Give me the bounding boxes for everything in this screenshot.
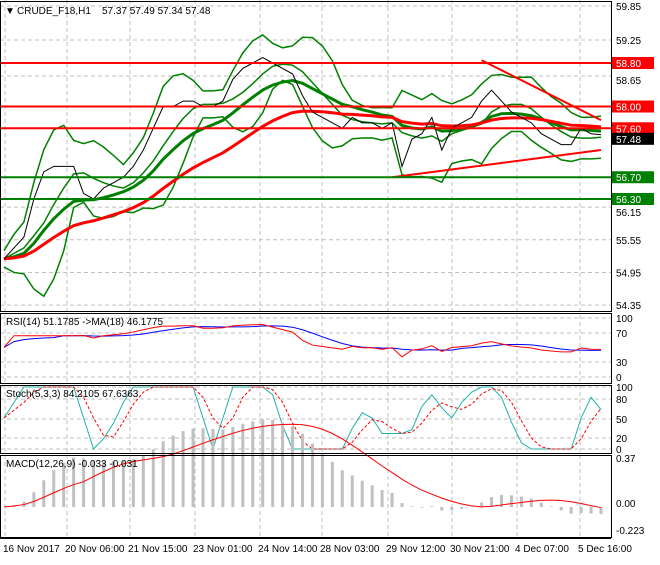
rsi-tick-label: 100 (616, 314, 633, 325)
rsi-tick-label: 30 (616, 358, 628, 369)
price-tick-label: 54.35 (616, 301, 641, 312)
macd-tick-label: 0.37 (616, 454, 636, 465)
rsi-line (3, 323, 602, 358)
level-label: 58.00 (616, 103, 641, 114)
level-badge (612, 100, 654, 113)
stoch-tick-label: 80 (616, 395, 628, 406)
grid (0, 0, 611, 537)
time-tick-label: 16 Nov 2017 (3, 544, 60, 555)
macd-signal-line (3, 423, 602, 509)
level-label: 56.70 (616, 173, 641, 184)
price-tick-label: 55.55 (616, 236, 641, 247)
time-tick-label: 20 Nov 06:00 (65, 544, 125, 555)
panel-frame (0, 385, 612, 454)
macd-tick-label: -0.223 (616, 526, 645, 537)
ma-slow-line (3, 109, 602, 261)
symbol-label: CRUDE_F18,H1 (17, 6, 91, 17)
panel-frame (0, 1, 612, 312)
time-tick-label: 23 Nov 01:00 (193, 544, 253, 555)
time-tick-label: 24 Nov 14:00 (258, 544, 318, 555)
rsi-panel (3, 323, 602, 358)
stoch-tick-label: 0 (616, 445, 622, 456)
price-tick-label: 54.95 (616, 268, 641, 279)
rsi-tick-label: 0 (616, 373, 622, 384)
trendline (391, 149, 602, 179)
stoch-tick-label: 50 (616, 415, 628, 426)
rsi-title: RSI(14) 51.1785 ->MA(18) 46.1775 (6, 317, 163, 328)
time-tick-label: 28 Nov 03:00 (320, 544, 380, 555)
time-tick-label: 5 Dec 16:00 (578, 544, 632, 555)
macd-tick-label: 0.00 (616, 499, 636, 510)
axes: 16 Nov 2017 20 Nov 06:00 21 Nov 15:00 23 No… (0, 1, 654, 555)
level-label: 56.30 (616, 195, 641, 206)
time-tick-label: 4 Dec 07:00 (515, 544, 569, 555)
rsi-tick-label: 70 (616, 329, 628, 340)
level-badge (612, 171, 654, 184)
trendline (481, 59, 602, 122)
time-tick-label: 30 Nov 21:00 (450, 544, 510, 555)
price-tick-label: 59.85 (616, 2, 641, 13)
stoch-tick-label: 100 (616, 383, 633, 394)
price-tick-label: 58.65 (616, 76, 641, 87)
time-tick-label: 29 Nov 12:00 (386, 544, 446, 555)
price-tick-label: 59.25 (616, 36, 641, 47)
time-tick-label: 21 Nov 15:00 (128, 544, 188, 555)
ohlc-values: 57.37 57.49 57.34 57.48 (102, 6, 211, 17)
macd-title: MACD(12,26,9) -0.033 -0.031 (6, 459, 138, 470)
current-price-label: 57.48 (616, 135, 641, 146)
panel-frame (0, 455, 612, 538)
price-panel (0, 34, 611, 298)
level-badge (612, 193, 654, 205)
panel-frame (0, 313, 612, 384)
current-price-badge (612, 132, 654, 145)
price-line (3, 56, 602, 260)
level-label: 57.60 (616, 124, 641, 135)
macd-panel (3, 419, 603, 515)
level-label: 58.80 (616, 59, 641, 70)
collapse-triangle-icon[interactable]: ▼ (5, 6, 15, 17)
stoch-tick-label: 20 (616, 434, 628, 445)
stoch-title: Stoch(5,3,3) 84.2105 67.6363 (6, 389, 139, 400)
level-badge (612, 122, 654, 135)
ma-fast-line (3, 79, 602, 261)
price-tick-label: 56.15 (616, 208, 641, 219)
level-badge (612, 57, 654, 69)
bollinger-upper (3, 34, 602, 252)
